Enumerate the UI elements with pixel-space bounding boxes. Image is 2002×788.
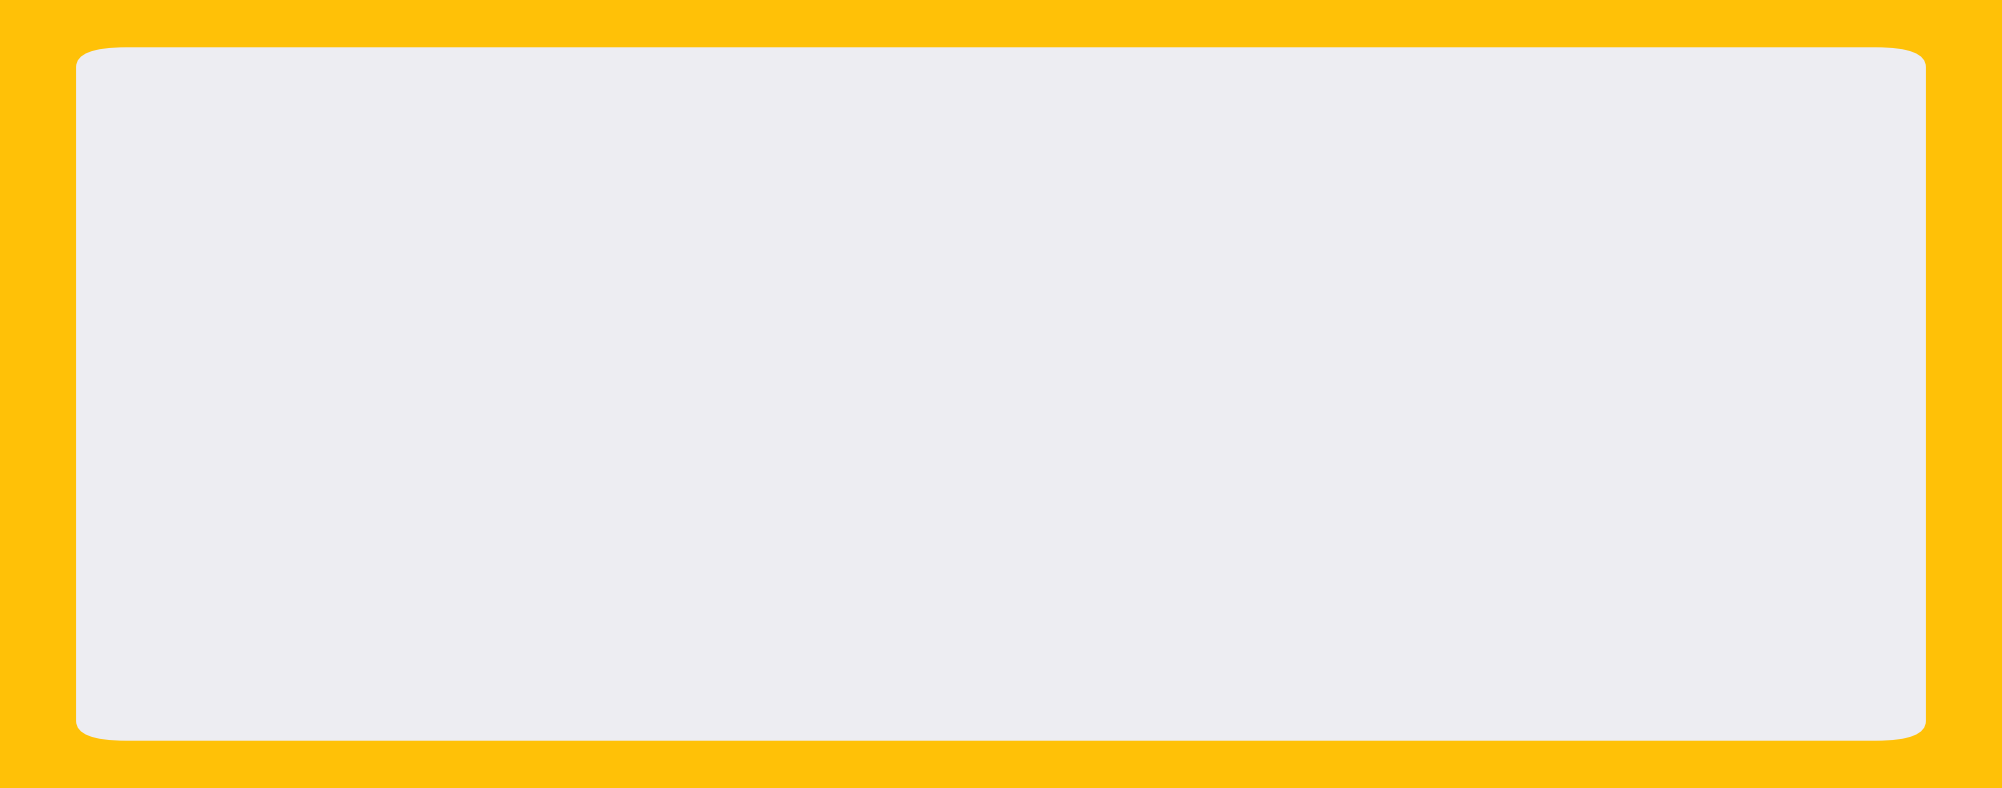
Bar (693, 151, 821, 253)
Bar (911, 437, 929, 539)
Bar (893, 293, 1744, 396)
Bar (929, 579, 1199, 682)
Bar (96, 151, 494, 253)
Text: Onsite interview: Onsite interview (927, 268, 1075, 286)
Bar (821, 151, 883, 253)
Bar (839, 437, 911, 539)
Bar (847, 293, 893, 396)
Bar (258, 293, 531, 396)
Legend: Asian, Black, Hispanic, Native American, Two or more, White: Asian, Black, Hispanic, Native American,… (1365, 70, 1900, 101)
Bar (531, 293, 693, 396)
Bar (494, 151, 693, 253)
Bar (883, 151, 947, 253)
Bar (911, 579, 929, 682)
Bar (693, 293, 803, 396)
Text: Offer: Offer (979, 554, 1023, 572)
Text: Phone screen: Phone screen (941, 125, 1061, 143)
Bar (711, 437, 839, 539)
Bar (929, 437, 1291, 539)
Bar (893, 579, 911, 682)
Text: Panel interview: Panel interview (931, 411, 1071, 429)
Bar (803, 293, 847, 396)
Bar (947, 151, 1906, 253)
Bar (875, 579, 893, 682)
Bar (803, 579, 875, 682)
